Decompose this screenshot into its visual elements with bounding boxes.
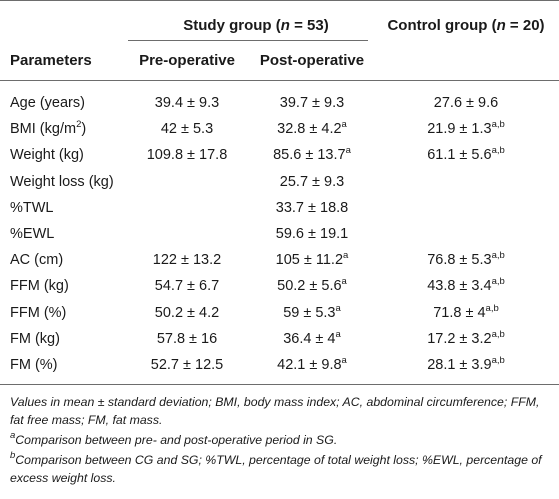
parameters-header: Parameters	[10, 52, 92, 69]
table-cell-post-operative: 59.6 ± 19.1	[275, 226, 349, 242]
footnote-a-mark: a	[10, 430, 16, 441]
pre-operative-header: Pre-operative	[139, 52, 235, 69]
table-row-parameter: FFM (%)	[10, 305, 67, 321]
table-top-rule	[0, 0, 559, 1]
table-cell-control-group: 17.2 ± 3.2a,b	[427, 329, 505, 347]
footnote-a: aComparison between pre- and post-operat…	[10, 430, 338, 447]
post-operative-header: Post-operative	[259, 52, 365, 69]
table-row-parameter: FM (kg)	[10, 331, 60, 347]
footnote-main: Values in mean ± standard deviation; BMI…	[10, 395, 540, 427]
study-group-header: Study group (n = 53)	[183, 17, 329, 34]
study-group-underline	[128, 40, 368, 41]
table-row-parameter: BMI (kg/m2)	[10, 119, 87, 137]
table-cell-control-group: 28.1 ± 3.9a,b	[427, 355, 505, 373]
table-cell-post-operative: 85.6 ± 13.7a	[273, 145, 351, 163]
table-cell-control-group: 71.8 ± 4a,b	[433, 303, 499, 321]
table-cell-control-group: 61.1 ± 5.6a,b	[427, 145, 505, 163]
table-cell-post-operative: 105 ± 11.2a	[275, 250, 349, 268]
table-cell-post-operative: 33.7 ± 18.8	[275, 200, 349, 216]
table-header-rule	[0, 80, 559, 81]
table-cell-pre-operative: 109.8 ± 17.8	[146, 147, 228, 163]
table-cell-pre-operative: 39.4 ± 9.3	[154, 95, 220, 111]
table-cell-pre-operative: 57.8 ± 16	[156, 331, 218, 347]
table-cell-post-operative: 32.8 ± 4.2a	[277, 119, 347, 137]
table-row-parameter: Age (years)	[10, 95, 85, 111]
table-cell-post-operative: 25.7 ± 9.3	[279, 174, 345, 190]
table-cell-post-operative: 50.2 ± 5.6a	[277, 276, 347, 294]
table-cell-pre-operative: 122 ± 13.2	[152, 252, 222, 268]
table-row-parameter: Weight (kg)	[10, 147, 84, 163]
table-cell-post-operative: 39.7 ± 9.3	[279, 95, 345, 111]
table-cell-post-operative: 42.1 ± 9.8a	[277, 355, 347, 373]
table-cell-pre-operative: 52.7 ± 12.5	[150, 357, 224, 373]
footnote-b: bComparison between CG and SG; %TWL, per…	[10, 450, 542, 485]
table-bottom-rule	[0, 384, 559, 385]
table-row-parameter: AC (cm)	[10, 252, 64, 268]
table-cell-post-operative: 36.4 ± 4a	[283, 329, 341, 347]
table-cell-control-group: 27.6 ± 9.6	[433, 95, 499, 111]
table-row-parameter: %TWL	[10, 200, 54, 216]
table-cell-control-group: 43.8 ± 3.4a,b	[427, 276, 505, 294]
table-row-parameter: %EWL	[10, 226, 55, 242]
table-cell-control-group: 21.9 ± 1.3a,b	[427, 119, 505, 137]
table-cell-pre-operative: 42 ± 5.3	[160, 121, 214, 137]
table-cell-pre-operative: 54.7 ± 6.7	[154, 278, 220, 294]
control-group-header: Control group (n = 20)	[387, 17, 545, 34]
table-cell-pre-operative: 50.2 ± 4.2	[154, 305, 220, 321]
footnote-b-mark: b	[10, 450, 16, 461]
table-row-parameter: Weight loss (kg)	[10, 174, 114, 190]
table-row-parameter: FFM (kg)	[10, 278, 69, 294]
table-row-parameter: FM (%)	[10, 357, 58, 373]
table-cell-post-operative: 59 ± 5.3a	[283, 303, 341, 321]
table-cell-control-group: 76.8 ± 5.3a,b	[427, 250, 505, 268]
